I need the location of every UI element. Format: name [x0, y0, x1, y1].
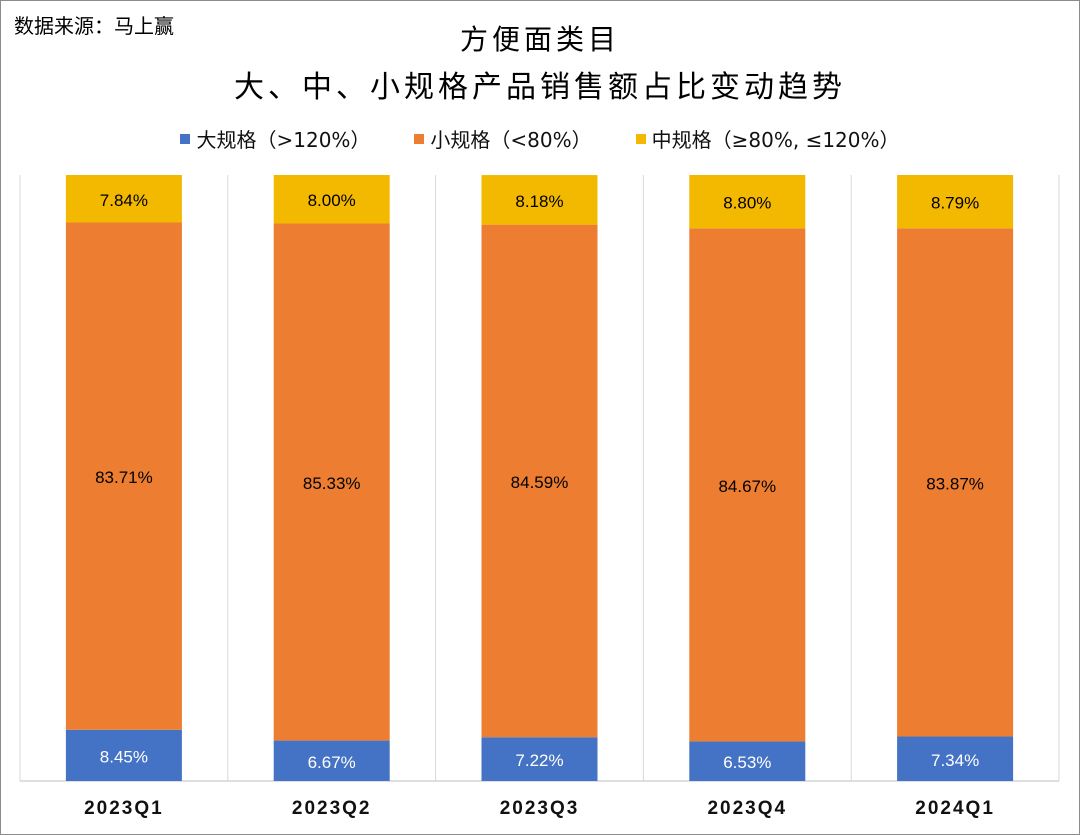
- bar-segment: [65, 729, 182, 781]
- bar-segment: [65, 175, 182, 223]
- x-tick-label: 2023Q4: [707, 798, 787, 819]
- data-label: 8.45%: [100, 747, 148, 766]
- data-label: 8.00%: [308, 191, 356, 210]
- x-tick-label: 2024Q1: [915, 798, 995, 819]
- legend-label: 小规格（<80%）: [430, 128, 592, 152]
- bar-segment: [481, 737, 598, 781]
- bar-segment: [481, 175, 598, 225]
- data-label: 8.18%: [515, 192, 563, 211]
- data-label: 7.34%: [931, 751, 979, 770]
- data-label: 85.33%: [303, 474, 361, 493]
- legend-label: 大规格（>120%）: [196, 128, 371, 152]
- data-label: 83.71%: [95, 468, 153, 487]
- legend-swatch: [414, 133, 425, 144]
- legend-label: 中规格（≥80%, ≤120%）: [651, 128, 900, 152]
- chart-title: 方便面类目: [459, 23, 620, 56]
- bar-segment: [689, 228, 806, 742]
- bar-segment: [273, 740, 390, 781]
- data-source-note: 数据来源：马上赢: [14, 14, 174, 38]
- bar-segment: [897, 175, 1014, 229]
- bar-segment: [273, 175, 390, 224]
- data-label: 8.79%: [931, 194, 979, 213]
- data-label: 8.80%: [723, 194, 771, 213]
- legend-swatch: [180, 133, 191, 144]
- legend-item-large: 大规格（>120%）: [180, 124, 370, 153]
- bar-segment: [65, 222, 182, 730]
- bar-segment: [273, 223, 390, 741]
- data-label: 7.84%: [100, 191, 148, 210]
- data-label: 83.87%: [926, 474, 984, 493]
- legend-swatch: [635, 133, 646, 144]
- bar-segment: [897, 736, 1014, 781]
- data-label: 84.67%: [718, 477, 776, 496]
- x-tick-label: 2023Q3: [500, 798, 580, 819]
- chart-subtitle: 大、中、小规格产品销售额占比变动趋势: [234, 70, 846, 105]
- legend-item-medium: 中规格（≥80%, ≤120%）: [635, 124, 900, 153]
- data-label: 6.53%: [723, 753, 771, 772]
- x-tick-label: 2023Q2: [292, 798, 372, 819]
- data-label: 6.67%: [308, 753, 356, 772]
- bar-segment: [689, 741, 806, 781]
- legend-item-small: 小规格（<80%）: [414, 124, 592, 153]
- data-label: 7.22%: [515, 751, 563, 770]
- x-tick-label: 2023Q1: [84, 798, 164, 819]
- legend: 大规格（>120%） 小规格（<80%） 中规格（≥80%, ≤120%）: [0, 124, 1080, 153]
- bar-segment: [481, 224, 598, 738]
- bar-segment: [689, 175, 806, 229]
- data-label: 84.59%: [511, 473, 569, 492]
- bar-segment: [897, 228, 1014, 737]
